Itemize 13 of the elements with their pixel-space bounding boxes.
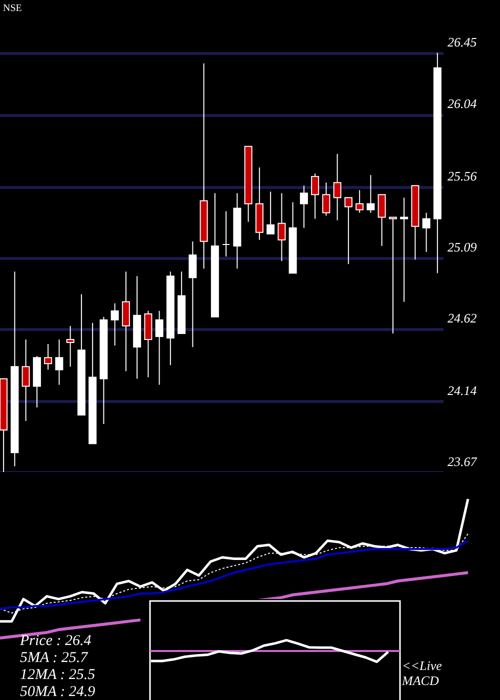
y-tick-label: 23.67: [448, 454, 478, 469]
y-tick-label: 26.04: [448, 96, 478, 112]
y-tick-label: 24.62: [448, 310, 478, 326]
y-tick-label: 25.56: [448, 168, 478, 184]
text: <<Live MACD: [402, 658, 442, 689]
annotation: Price : 26.4: [20, 633, 92, 650]
text: 5MA : 25.7: [20, 650, 88, 668]
text: 12MA : 25.5: [20, 667, 96, 684]
y-tick-label: 26.45: [448, 34, 478, 50]
chart-title: NSE: [3, 3, 22, 14]
y-tick-label: 25.09: [448, 240, 478, 255]
text: 50MA : 24.9: [20, 684, 96, 700]
y-tick-label: 24.14: [448, 382, 478, 398]
